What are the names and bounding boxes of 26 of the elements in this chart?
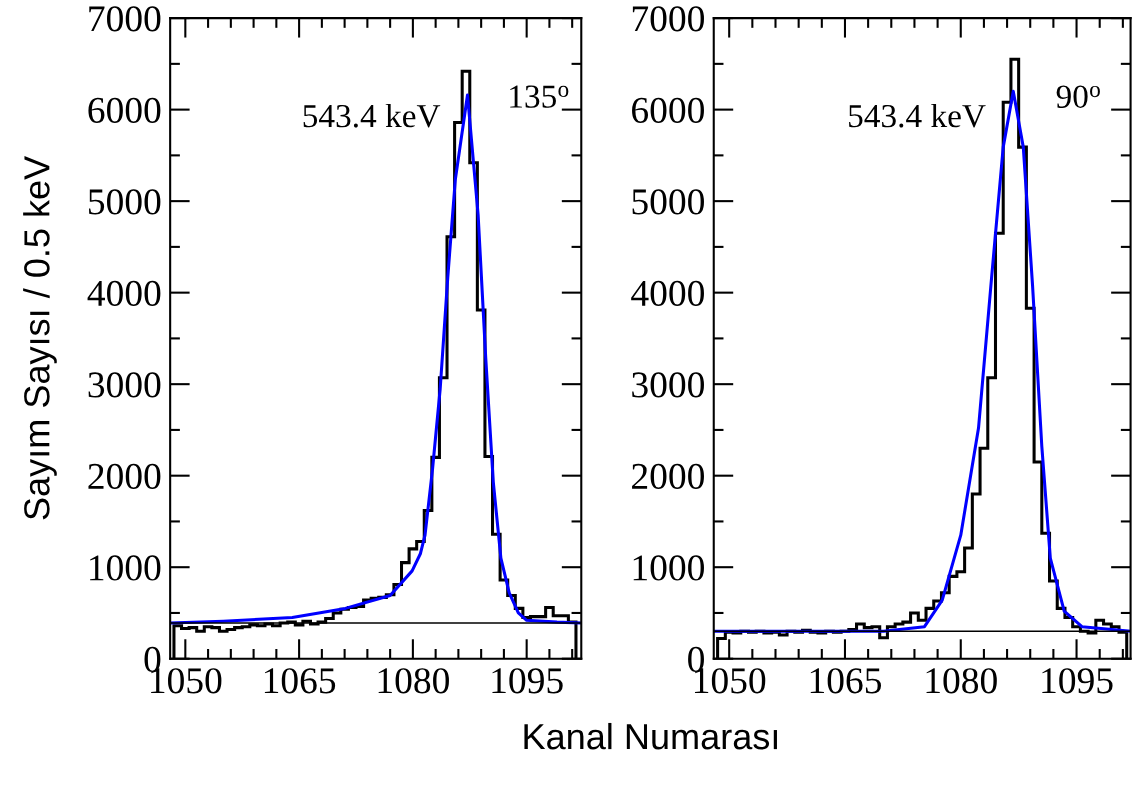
y-tick-label: 7000 — [632, 6, 704, 32]
annotation: 543.4 keV — [849, 103, 986, 128]
annotation: 90$^{o}$ — [1056, 85, 1100, 108]
x-tick-label: 1065 — [810, 668, 882, 694]
y-tick-label: 5000 — [632, 189, 704, 215]
y-tick-label: 4000 — [631, 280, 704, 307]
y-tick-label: 3000 — [632, 372, 704, 398]
y-tick-label: 2000 — [632, 463, 704, 490]
x-tick-label: 1065 — [264, 668, 336, 694]
y-tick-label: 4000 — [87, 280, 161, 307]
y-tick-label: 6000 — [632, 97, 704, 123]
y-tick-label: 7000 — [89, 6, 161, 32]
annotation: 135$^{o}$ — [510, 85, 569, 108]
y-tick-label: 1000 — [633, 555, 704, 581]
y-tick-label: 5000 — [89, 189, 161, 215]
annotation: 543.4 keV — [303, 103, 441, 128]
x-axis-title: Kanal Numarası — [524, 722, 777, 750]
y-axis-title: Sayım Sayısı / 0.5 keV — [23, 155, 57, 520]
x-tick-label: 1095 — [1042, 668, 1113, 694]
y-tick-label: 6000 — [88, 97, 161, 123]
x-tick-label: 1095 — [492, 668, 563, 694]
x-tick-label: 1080 — [926, 668, 997, 694]
x-tick-label: 1080 — [378, 668, 449, 694]
y-tick-label: 3000 — [88, 372, 161, 398]
y-tick-label: 1000 — [90, 555, 161, 581]
y-tick-label: 2000 — [88, 463, 161, 490]
